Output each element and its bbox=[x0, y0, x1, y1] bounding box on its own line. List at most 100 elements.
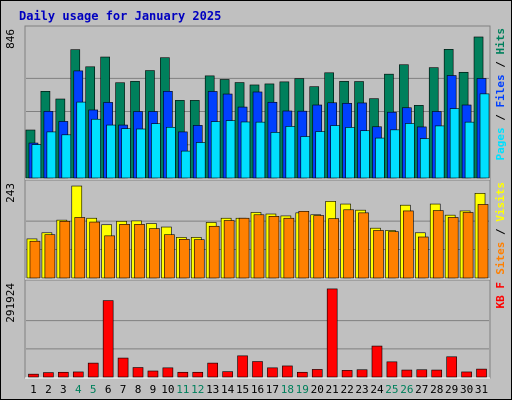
bar-pages-day-4 bbox=[76, 101, 87, 179]
y-tick-label-visits: 243 bbox=[4, 183, 17, 203]
bar-pages-day-18 bbox=[285, 126, 296, 179]
legend-entry: Files bbox=[494, 74, 507, 107]
bar-kbytes-day-21 bbox=[326, 288, 338, 378]
day-label-24: 24 bbox=[370, 383, 384, 396]
y-tick-label-kbytes: 291924 bbox=[4, 283, 17, 323]
day-label-3: 3 bbox=[60, 383, 67, 396]
bar-kbytes-day-25 bbox=[386, 361, 398, 378]
bar-sites-day-8 bbox=[134, 224, 145, 279]
day-label-23: 23 bbox=[355, 383, 368, 396]
bar-pages-day-10 bbox=[166, 126, 176, 179]
bar-sites-day-31 bbox=[477, 204, 489, 279]
bar-sites-day-3 bbox=[59, 220, 71, 279]
bar-sites-day-19 bbox=[298, 211, 310, 279]
bar-sites-day-20 bbox=[313, 215, 325, 279]
day-label-15: 15 bbox=[236, 383, 249, 396]
bar-pages-day-28 bbox=[434, 125, 445, 179]
bar-sites-day-24 bbox=[373, 230, 384, 279]
legend-entry: KB F bbox=[494, 282, 507, 309]
bar-kbytes-day-27 bbox=[416, 369, 428, 378]
bar-kbytes-day-24 bbox=[371, 345, 383, 378]
y-tick-label-usage: 846 bbox=[4, 29, 17, 49]
bar-kbytes-day-4 bbox=[72, 371, 84, 378]
legend-entry: / bbox=[494, 222, 507, 242]
bar-kbytes-day-1 bbox=[28, 373, 39, 378]
series-legend-visits: Sites / Visits bbox=[494, 182, 507, 275]
chart-title: Daily usage for January 2025 bbox=[19, 9, 221, 23]
day-label-19: 19 bbox=[296, 383, 309, 396]
day-label-27: 27 bbox=[415, 383, 428, 396]
bar-pages-day-29 bbox=[449, 108, 460, 179]
bar-pages-day-14 bbox=[225, 120, 236, 179]
bar-sites-day-18 bbox=[283, 217, 295, 279]
bar-kbytes-day-30 bbox=[461, 371, 472, 378]
bar-sites-day-4 bbox=[74, 217, 86, 279]
legend-entry: Hits bbox=[494, 28, 507, 55]
bar-kbytes-day-20 bbox=[311, 369, 323, 378]
bar-pages-day-25 bbox=[390, 129, 400, 179]
bar-sites-day-14 bbox=[223, 220, 235, 279]
bar-kbytes-day-13 bbox=[207, 362, 218, 378]
day-label-30: 30 bbox=[460, 383, 473, 396]
bar-pages-day-2 bbox=[46, 131, 57, 179]
bar-sites-day-25 bbox=[388, 231, 399, 279]
day-label-21: 21 bbox=[326, 383, 339, 396]
legend-entry: Sites bbox=[494, 242, 507, 275]
bar-kbytes-day-23 bbox=[356, 369, 368, 378]
bar-kbytes-day-12 bbox=[192, 371, 204, 378]
series-legend-usage: Pages / Files / Hits bbox=[494, 28, 507, 161]
day-label-22: 22 bbox=[340, 383, 353, 396]
day-label-9: 9 bbox=[150, 383, 157, 396]
day-label-18: 18 bbox=[281, 383, 294, 396]
bar-pages-day-19 bbox=[300, 136, 311, 179]
bar-pages-day-23 bbox=[360, 130, 370, 179]
legend-entry: / bbox=[494, 55, 507, 75]
bar-kbytes-day-29 bbox=[446, 356, 457, 378]
day-label-10: 10 bbox=[161, 383, 174, 396]
bar-sites-day-21 bbox=[328, 218, 339, 279]
bar-pages-day-31 bbox=[479, 93, 490, 179]
bar-sites-day-17 bbox=[268, 216, 280, 279]
bar-pages-day-9 bbox=[151, 123, 161, 179]
day-label-4: 4 bbox=[75, 383, 82, 396]
day-label-11: 11 bbox=[176, 383, 189, 396]
bar-sites-day-26 bbox=[403, 210, 414, 279]
day-label-29: 29 bbox=[445, 383, 458, 396]
day-label-12: 12 bbox=[191, 383, 204, 396]
bar-sites-day-28 bbox=[432, 210, 444, 279]
bar-pages-day-22 bbox=[345, 127, 355, 179]
bar-kbytes-day-2 bbox=[43, 372, 54, 378]
bar-pages-day-6 bbox=[106, 124, 116, 179]
series-legend-kbytes: KB F bbox=[494, 282, 507, 309]
day-label-8: 8 bbox=[135, 383, 142, 396]
bar-kbytes-day-31 bbox=[476, 368, 487, 378]
bar-pages-day-5 bbox=[91, 118, 102, 179]
bar-pages-day-1 bbox=[31, 144, 42, 179]
day-label-5: 5 bbox=[90, 383, 97, 396]
bar-pages-day-13 bbox=[210, 121, 221, 179]
bar-pages-day-21 bbox=[330, 125, 340, 179]
legend-entry: / bbox=[494, 108, 507, 128]
day-label-28: 28 bbox=[430, 383, 443, 396]
bar-sites-day-10 bbox=[164, 234, 175, 279]
bar-sites-day-2 bbox=[44, 234, 56, 279]
day-label-20: 20 bbox=[311, 383, 324, 396]
bar-sites-day-12 bbox=[193, 239, 205, 279]
bar-kbytes-day-10 bbox=[162, 367, 174, 378]
day-label-1: 1 bbox=[30, 383, 37, 396]
bar-kbytes-day-9 bbox=[147, 370, 159, 378]
bar-sites-day-7 bbox=[119, 224, 130, 279]
bar-pages-day-24 bbox=[375, 137, 385, 179]
bar-kbytes-day-5 bbox=[87, 362, 99, 378]
bar-sites-day-9 bbox=[149, 228, 160, 279]
day-label-2: 2 bbox=[45, 383, 52, 396]
bar-sites-day-16 bbox=[253, 214, 265, 279]
day-label-7: 7 bbox=[120, 383, 127, 396]
day-label-14: 14 bbox=[221, 383, 235, 396]
legend-entry: Pages bbox=[494, 127, 507, 160]
bar-sites-day-22 bbox=[343, 209, 354, 279]
day-label-17: 17 bbox=[266, 383, 279, 396]
bar-sites-day-13 bbox=[208, 225, 220, 279]
bar-kbytes-day-11 bbox=[177, 371, 189, 378]
